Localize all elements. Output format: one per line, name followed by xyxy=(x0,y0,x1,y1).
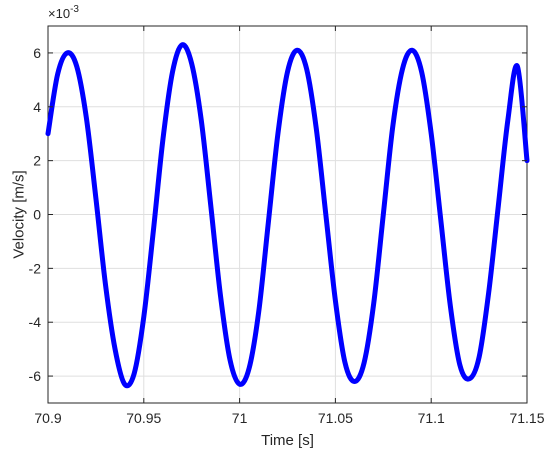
x-tick-label: 71.05 xyxy=(318,410,353,426)
velocity-data-point xyxy=(362,361,366,365)
velocity-data-point xyxy=(276,132,280,136)
y-exponent-base: ×10 xyxy=(48,6,70,21)
velocity-data-point xyxy=(515,64,520,68)
velocity-data-point xyxy=(295,48,299,52)
velocity-data-point xyxy=(238,382,242,386)
velocity-data-point xyxy=(84,115,88,120)
y-tick-label: 0 xyxy=(33,207,41,223)
velocity-data-point xyxy=(199,118,203,122)
velocity-data-point xyxy=(352,379,357,384)
velocity-data-point xyxy=(180,43,184,47)
velocity-data-point xyxy=(55,72,60,77)
velocity-data-point xyxy=(333,299,337,303)
x-tick-label: 71 xyxy=(232,410,248,426)
x-tick-label: 71.15 xyxy=(509,410,544,426)
velocity-data-point xyxy=(477,355,481,359)
velocity-data-point xyxy=(496,204,500,209)
velocity-data-point xyxy=(314,126,318,130)
velocity-data-point xyxy=(506,118,510,122)
velocity-data-point xyxy=(410,48,414,52)
y-tick-label: -4 xyxy=(29,314,42,330)
velocity-data-point xyxy=(142,315,146,319)
velocity-data-point xyxy=(123,382,127,386)
velocity-data-point xyxy=(46,132,50,136)
y-axis-label: Velocity [m/s] xyxy=(10,170,27,258)
y-exponent-power: -3 xyxy=(70,4,79,15)
x-tick-label: 70.9 xyxy=(34,410,61,426)
velocity-data-point xyxy=(132,371,136,375)
y-axis-exponent: ×10-3 xyxy=(48,4,79,21)
x-tick-label: 70.95 xyxy=(126,410,161,426)
velocity-data-point xyxy=(285,70,290,74)
velocity-data-point xyxy=(458,363,462,367)
velocity-data-point xyxy=(218,293,223,297)
velocity-data-point xyxy=(372,301,376,305)
y-tick-label: 2 xyxy=(33,153,41,169)
y-tick-label: -6 xyxy=(29,368,42,384)
velocity-data-point xyxy=(94,196,98,200)
velocity-data-point xyxy=(190,62,194,66)
velocity-data-point xyxy=(75,64,79,68)
tick-marks xyxy=(47,26,528,403)
velocity-data-point xyxy=(400,67,405,71)
x-axis-label: Time [s] xyxy=(261,432,314,449)
y-tick-label: 4 xyxy=(33,99,41,115)
velocity-data-point xyxy=(113,347,117,351)
velocity-data-point xyxy=(448,304,452,308)
velocity-data-point xyxy=(324,212,328,217)
velocity-data-point xyxy=(247,366,251,370)
velocity-data-point xyxy=(305,67,309,71)
velocity-data-point xyxy=(420,70,424,74)
velocity-data-point xyxy=(257,309,261,314)
velocity-data-point xyxy=(487,290,491,295)
velocity-data-point xyxy=(391,124,395,128)
x-tick-label: 71.1 xyxy=(418,410,445,426)
velocity-data-point xyxy=(161,137,165,141)
velocity-data-point xyxy=(151,229,155,233)
velocity-data-point xyxy=(228,358,232,362)
velocity-data-point xyxy=(103,282,108,287)
series-layer xyxy=(45,42,530,389)
velocity-data-point xyxy=(170,70,175,74)
velocity-data-point xyxy=(381,212,385,217)
y-tick-labels: -6 -4 -2 0 2 4 6 xyxy=(29,45,42,384)
velocity-data-point xyxy=(343,361,347,365)
velocity-data-point xyxy=(65,51,69,55)
velocity-data-point xyxy=(209,204,213,209)
velocity-data-point xyxy=(429,132,433,136)
x-tick-labels: 70.9 70.95 71 71.05 71.1 71.15 xyxy=(34,410,544,426)
y-tick-label: -2 xyxy=(29,260,42,276)
velocity-data-point xyxy=(266,220,270,225)
y-tick-label: 6 xyxy=(33,45,41,61)
velocity-data-point xyxy=(439,218,443,222)
velocity-data-point xyxy=(467,377,472,381)
